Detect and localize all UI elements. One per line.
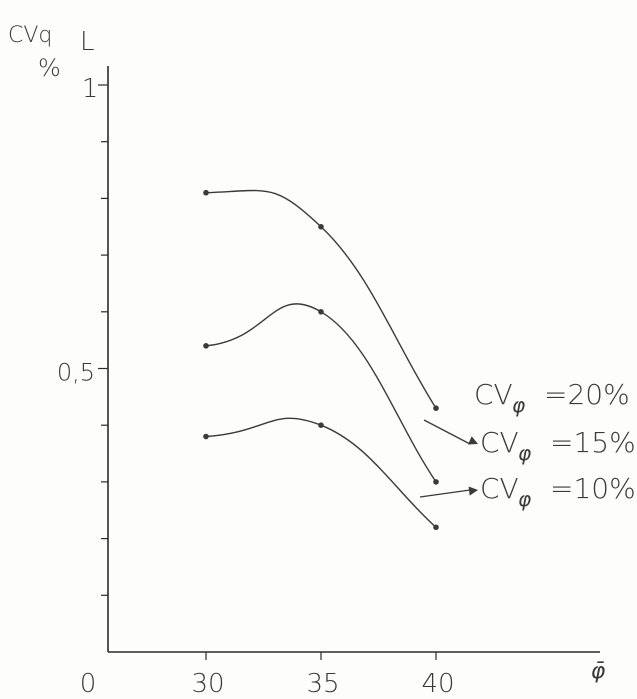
data-point [433,479,439,485]
legend-value: =15% [550,426,636,459]
data-point [433,405,439,411]
series-line [205,189,437,409]
data-point [318,309,324,315]
x-axis-label: φ̄ [591,659,606,684]
origin-label: 0 [80,669,97,699]
legend-arrow [419,489,471,498]
legend-arrowhead [468,436,478,445]
series-line [205,303,437,483]
y-axis-label: CVq [8,23,52,48]
y-tick-label: 0,5 [57,359,95,387]
y-tick-label: 1 [82,74,99,104]
legend-label-subscript: φ [518,441,531,465]
legend-value: =20% [544,378,630,411]
data-point [318,422,324,429]
legend-label-subscript: φ [518,487,531,511]
series-line [205,417,437,528]
legend-arrowhead [468,486,478,496]
data-point [203,433,209,440]
data-point [433,524,439,531]
data-point [203,189,209,196]
x-tick-label: 35 [306,669,339,699]
x-tick-label: 40 [421,669,454,699]
legend-value: =10% [550,472,636,505]
legend-label: CV [480,472,519,505]
x-tick-label: 30 [191,669,224,699]
data-point [318,223,324,230]
y-axis-label-subscript: L [80,27,95,57]
legend-label-subscript: φ [512,393,525,417]
data-point [203,343,209,349]
legend-label: CV [480,426,519,459]
legend-label: CV [474,378,513,411]
legend-arrow [423,419,471,445]
y-axis-unit: % [38,54,61,82]
